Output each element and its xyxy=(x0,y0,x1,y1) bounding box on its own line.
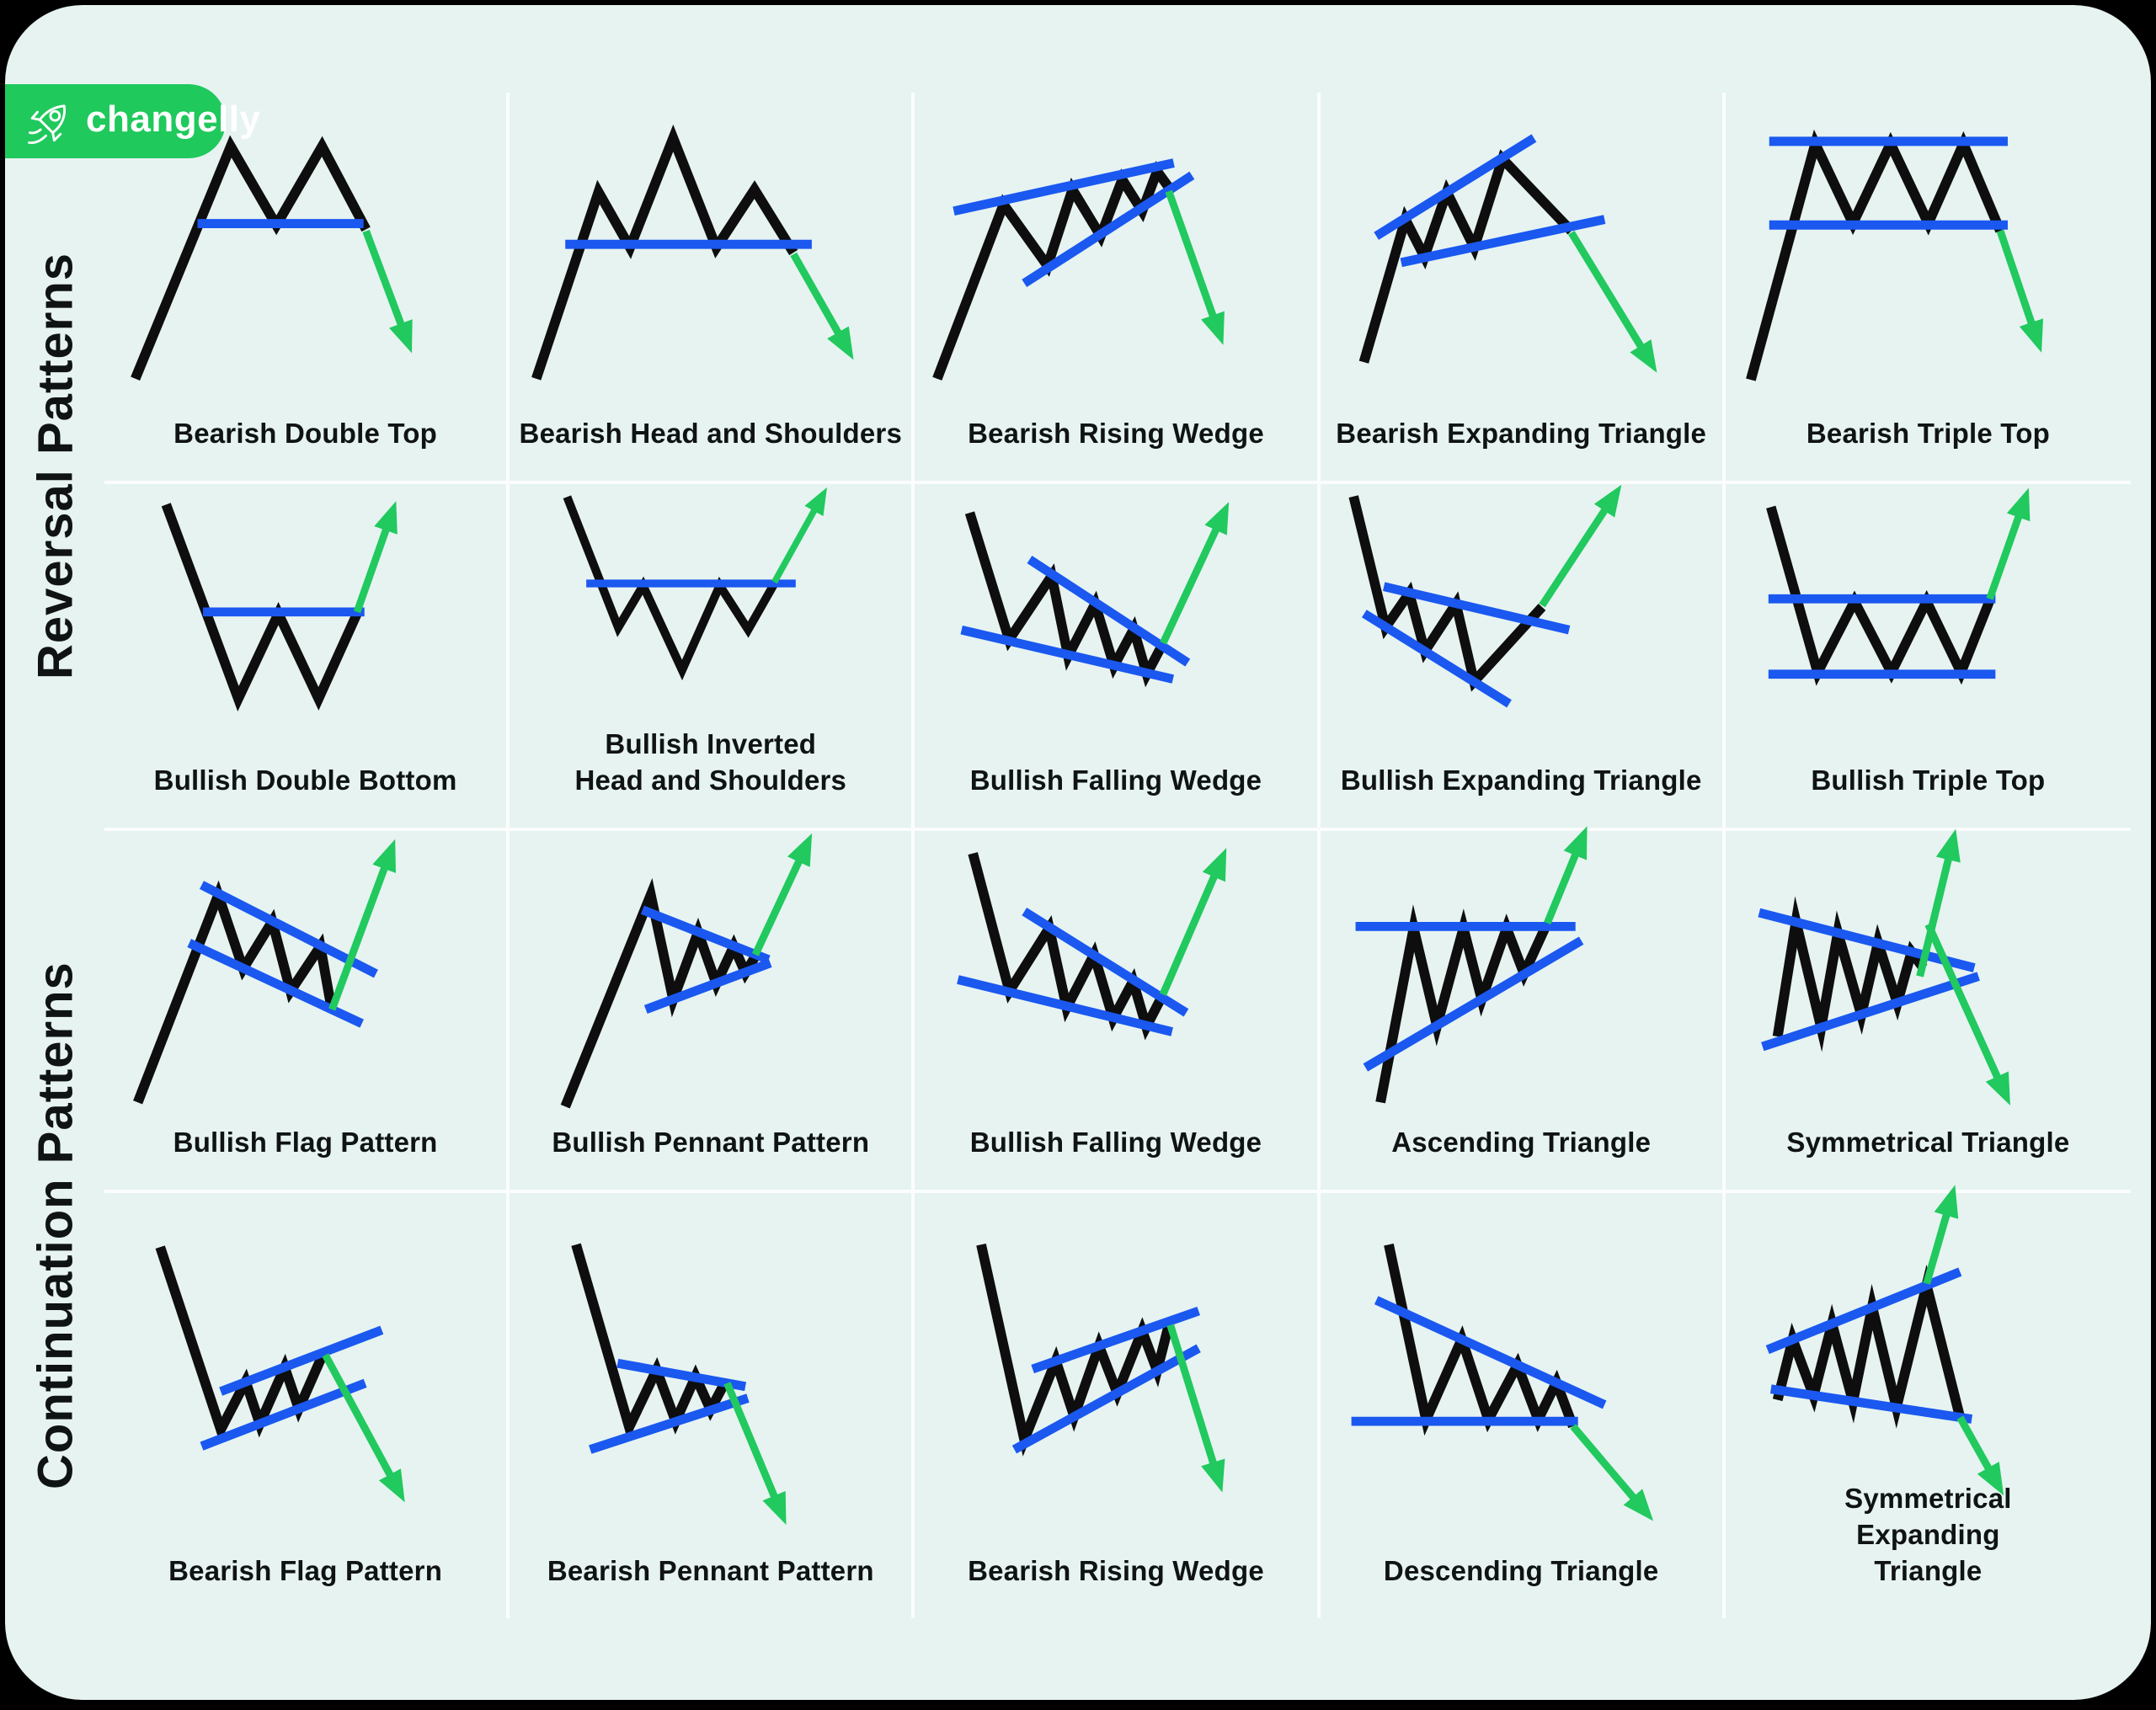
pattern-cell-bearish-rising-wedge: Bearish Rising Wedge xyxy=(915,93,1321,484)
pattern-label: Bearish Rising Wedge xyxy=(968,418,1264,450)
diagram-bullish-triple-top xyxy=(1765,487,2031,686)
diagram-bearish-rising-wedge-continuation xyxy=(976,1243,1225,1493)
changelly-logo: changelly xyxy=(5,84,260,158)
pattern-label: Bullish Inverted Head and Shoulders xyxy=(574,728,847,796)
section-title-reversal-patterns: Reversal Patterns xyxy=(28,252,83,679)
diagram-symmetrical-triangle xyxy=(1758,828,2010,1105)
pattern-cell-bullish-flag-pattern: Bullish Flag Pattern xyxy=(104,831,510,1193)
pattern-cell-bearish-double-top: Bearish Double Top xyxy=(104,93,510,484)
pattern-cell-bullish-pennant-pattern: Bullish Pennant Pattern xyxy=(510,831,915,1193)
pattern-cell-bearish-triple-top: Bearish Triple Top xyxy=(1725,93,2131,484)
pattern-label: Bearish Triple Top xyxy=(1806,418,2050,450)
diagram-bearish-double-top xyxy=(131,135,413,381)
diagram-bullish-inverted-head-and-shoulders xyxy=(563,487,828,681)
pattern-cell-symmetrical-expanding-triangle: Symmetrical Expanding Triangle xyxy=(1726,1185,2131,1618)
section-title-continuation-patterns: Continuation Patterns xyxy=(28,962,83,1490)
pattern-cell-bullish-triple-top: Bullish Triple Top xyxy=(1725,484,2131,831)
logo-wordmark: changelly xyxy=(86,99,261,140)
pattern-label: Bearish Pennant Pattern xyxy=(547,1555,874,1587)
pattern-label: Symmetrical Triangle xyxy=(1786,1127,2070,1159)
patterns-grid: Bearish Double Top Bearish Head and Shou… xyxy=(104,93,2131,1618)
diagram-bullish-pennant-pattern xyxy=(560,833,813,1109)
diagram-bullish-double-bottom xyxy=(161,501,398,711)
pattern-label: Bullish Expanding Triangle xyxy=(1340,764,1702,796)
diagram-bearish-expanding-triangle xyxy=(1358,134,1657,373)
diagram-bearish-triple-top xyxy=(1745,129,2043,381)
pattern-cell-bullish-expanding-triangle: Bullish Expanding Triangle xyxy=(1320,484,1726,831)
pattern-cell-bullish-double-bottom: Bullish Double Bottom xyxy=(104,484,510,831)
pattern-cell-symmetrical-triangle: Symmetrical Triangle xyxy=(1725,828,2131,1193)
infographic-card: changelly Reversal Patterns Continuation… xyxy=(5,5,2151,1700)
diagram-bearish-pennant-pattern xyxy=(571,1243,787,1526)
pattern-cell-bearish-rising-wedge-continuation: Bearish Rising Wedge xyxy=(915,1193,1321,1618)
pattern-label: Bearish Rising Wedge xyxy=(968,1555,1264,1587)
pattern-label: Bearish Double Top xyxy=(173,418,438,450)
pattern-cell-descending-triangle: Descending Triangle xyxy=(1321,1193,1726,1618)
pattern-label: Symmetrical Expanding Triangle xyxy=(1844,1483,2012,1587)
diagram-bearish-head-and-shoulders xyxy=(531,124,854,381)
pattern-cell-bearish-head-and-shoulders: Bearish Head and Shoulders xyxy=(510,93,915,484)
pattern-cell-bearish-expanding-triangle: Bearish Expanding Triangle xyxy=(1320,93,1726,484)
pattern-label: Ascending Triangle xyxy=(1391,1127,1652,1159)
pattern-label: Descending Triangle xyxy=(1383,1555,1659,1587)
diagram-bullish-falling-wedge-reversal xyxy=(960,502,1230,688)
pattern-label: Bearish Expanding Triangle xyxy=(1336,418,1707,450)
diagram-bearish-flag-pattern xyxy=(155,1245,405,1503)
pattern-label: Bullish Flag Pattern xyxy=(173,1127,438,1159)
pattern-cell-bullish-falling-wedge-reversal: Bullish Falling Wedge xyxy=(915,484,1321,831)
pattern-label: Bullish Falling Wedge xyxy=(969,1127,1262,1159)
pattern-label: Bullish Falling Wedge xyxy=(969,764,1262,796)
pattern-label: Bullish Triple Top xyxy=(1811,764,2046,796)
pattern-cell-bearish-flag-pattern: Bearish Flag Pattern xyxy=(104,1193,510,1618)
diagram-bearish-rising-wedge xyxy=(932,158,1225,381)
diagram-bullish-expanding-triangle xyxy=(1348,484,1621,708)
pattern-cell-bullish-inverted-head-and-shoulders: Bullish Inverted Head and Shoulders xyxy=(510,484,915,831)
pattern-cell-bullish-falling-wedge-continuation: Bullish Falling Wedge xyxy=(915,831,1321,1193)
diagram-symmetrical-expanding-triangle xyxy=(1765,1185,2004,1496)
diagram-ascending-triangle xyxy=(1355,826,1588,1104)
pattern-label: Bearish Flag Pattern xyxy=(168,1555,443,1587)
pattern-label: Bullish Pennant Pattern xyxy=(552,1127,870,1159)
diagram-descending-triangle xyxy=(1351,1243,1653,1521)
pattern-label: Bearish Head and Shoulders xyxy=(519,418,903,450)
pattern-cell-bearish-pennant-pattern: Bearish Pennant Pattern xyxy=(510,1193,915,1618)
diagram-bullish-flag-pattern xyxy=(133,839,396,1105)
pattern-cell-ascending-triangle: Ascending Triangle xyxy=(1320,826,1726,1193)
pattern-label: Bullish Double Bottom xyxy=(153,764,457,796)
rocket-icon xyxy=(28,104,67,144)
diagram-bullish-falling-wedge-continuation xyxy=(957,848,1227,1041)
